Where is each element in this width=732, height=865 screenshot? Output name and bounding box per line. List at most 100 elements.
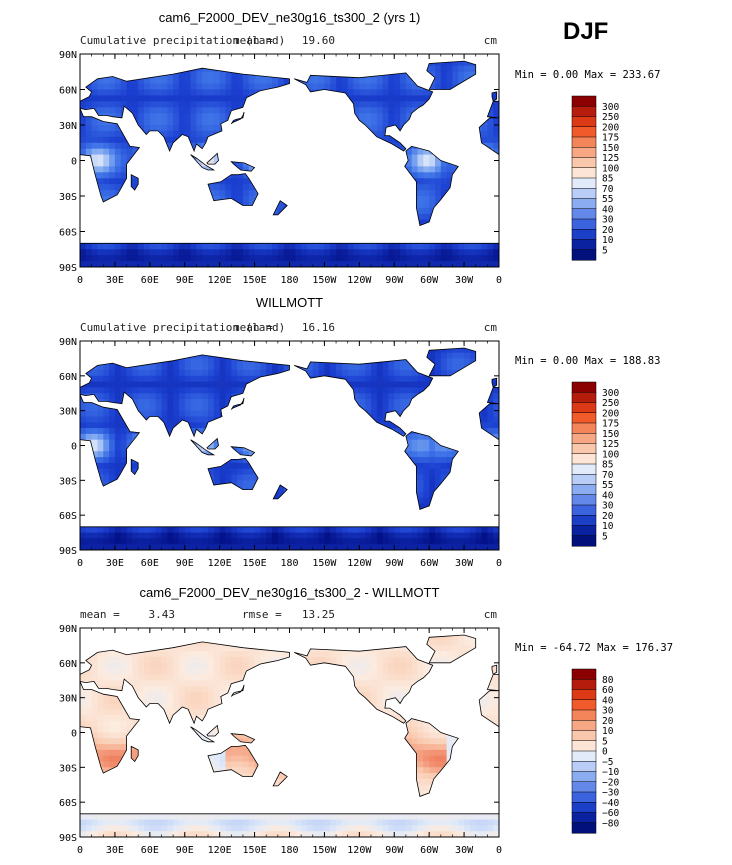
x-tick-label: 30W <box>455 845 474 856</box>
chart-subtitle: Cumulative precipitation (land) <box>80 34 285 47</box>
x-tick-label: 120E <box>208 275 232 286</box>
colorbar-swatch <box>571 802 597 814</box>
y-tick-label: 60N <box>59 372 77 383</box>
season-label: DJF <box>563 18 608 45</box>
colorbar-swatch <box>571 239 597 251</box>
x-tick-label: 90E <box>176 845 194 856</box>
colorbar-label: 150 <box>602 143 619 154</box>
colorbar-label: 300 <box>602 388 619 399</box>
y-tick-label: 60S <box>59 798 77 809</box>
colorbar-label: 70 <box>602 470 614 481</box>
colorbar-label: 125 <box>602 439 619 450</box>
colorbar-label: 30 <box>602 501 614 512</box>
colorbar-swatch <box>571 668 597 680</box>
colorbar-swatch <box>571 474 597 486</box>
mean-label: mean = <box>233 321 273 334</box>
chart-title: cam6_F2000_DEV_ne30g16_ts300_2 (yrs 1) <box>159 10 421 25</box>
y-tick-label: 90S <box>59 833 77 844</box>
colorbar-swatch <box>571 689 597 701</box>
colorbar-label: 20 <box>602 511 614 522</box>
y-tick-label: 90S <box>59 546 77 557</box>
colorbar-label: 250 <box>602 398 619 409</box>
x-tick-label: 90E <box>176 558 194 569</box>
colorbar-label: −10 <box>602 767 619 778</box>
x-tick-label: 60W <box>420 558 439 569</box>
min-max-label: Min = 0.00 Max = 188.83 <box>515 355 660 367</box>
colorbar-label: 10 <box>602 235 614 246</box>
colorbar-swatch <box>571 750 597 762</box>
x-tick-label: 150E <box>243 845 267 856</box>
x-tick-label: 120W <box>347 558 372 569</box>
colorbar-swatch <box>571 422 597 434</box>
y-tick-label: 90N <box>59 624 77 635</box>
y-tick-label: 30S <box>59 476 77 487</box>
colorbar-swatch <box>571 116 597 128</box>
mean-value: 16.16 <box>302 321 335 334</box>
x-tick-label: 150W <box>312 558 337 569</box>
x-tick-label: 90E <box>176 275 194 286</box>
colorbar-swatch <box>571 709 597 721</box>
y-tick-label: 90S <box>59 263 77 274</box>
colorbar-swatch <box>571 699 597 711</box>
colorbar-label: −5 <box>602 757 613 768</box>
units-label: cm <box>484 608 498 621</box>
min-max-label: Min = 0.00 Max = 233.67 <box>515 69 660 81</box>
colorbar-swatch <box>571 761 597 773</box>
x-tick-label: 90W <box>385 558 404 569</box>
colorbar-label: 100 <box>602 163 619 174</box>
colorbar-label: 70 <box>602 184 614 195</box>
rmse-label: rmse = <box>242 608 282 621</box>
colorbar-label: 250 <box>602 112 619 123</box>
colorbar-label: 55 <box>602 480 613 491</box>
x-tick-label: 120W <box>347 275 372 286</box>
land-field <box>80 635 499 837</box>
x-tick-label: 30W <box>455 558 474 569</box>
x-tick-label: 150W <box>312 845 337 856</box>
colorbar-swatch <box>571 412 597 424</box>
colorbar-label: −80 <box>602 818 619 829</box>
colorbar-swatch <box>571 730 597 742</box>
colorbar-swatch <box>571 781 597 793</box>
rmse-value: 13.25 <box>302 608 335 621</box>
x-tick-label: 60W <box>420 845 439 856</box>
mean-label: mean = <box>233 34 273 47</box>
chart-panel-1: cam6_F2000_DEV_ne30g16_ts300_2 (yrs 1) Cu… <box>59 10 660 286</box>
y-tick-label: 30S <box>59 763 77 774</box>
y-tick-label: 60N <box>59 659 77 670</box>
x-tick-label: 0 <box>77 275 83 286</box>
x-tick-label: 30W <box>455 275 474 286</box>
x-tick-label: 90W <box>385 275 404 286</box>
colorbar-label: 10 <box>602 726 614 737</box>
mean-label: mean = <box>80 608 120 621</box>
colorbar-swatch <box>571 463 597 475</box>
x-tick-label: 180 <box>280 558 298 569</box>
chart-title: cam6_F2000_DEV_ne30g16_ts300_2 - WILLMOT… <box>140 585 440 600</box>
y-tick-label: 60N <box>59 86 77 97</box>
colorbar-swatch <box>571 433 597 445</box>
x-tick-label: 0 <box>496 558 502 569</box>
x-tick-label: 0 <box>77 845 83 856</box>
chart-title: WILLMOTT <box>256 295 323 310</box>
colorbar-label: 60 <box>602 685 614 696</box>
units-label: cm <box>484 321 498 334</box>
x-tick-label: 180 <box>280 275 298 286</box>
x-tick-label: 60W <box>420 275 439 286</box>
colorbar-label: 40 <box>602 695 614 706</box>
land-field <box>80 61 499 267</box>
x-tick-label: 60E <box>141 275 159 286</box>
y-tick-label: 30S <box>59 192 77 203</box>
colorbar-label: 40 <box>602 490 614 501</box>
colorbar-label: 200 <box>602 122 619 133</box>
colorbar-swatch <box>571 126 597 138</box>
chart-panel-2: WILLMOTT Cumulative precipitation (land)m… <box>59 295 660 569</box>
colorbar-swatch <box>571 208 597 220</box>
x-tick-label: 150E <box>243 558 267 569</box>
colorbar-label: 20 <box>602 716 614 727</box>
x-tick-label: 120W <box>347 845 372 856</box>
x-tick-label: 30E <box>106 845 124 856</box>
x-tick-label: 150W <box>312 275 337 286</box>
y-tick-label: 90N <box>59 50 77 61</box>
y-tick-label: 30N <box>59 121 77 132</box>
colorbar-label: 85 <box>602 460 613 471</box>
